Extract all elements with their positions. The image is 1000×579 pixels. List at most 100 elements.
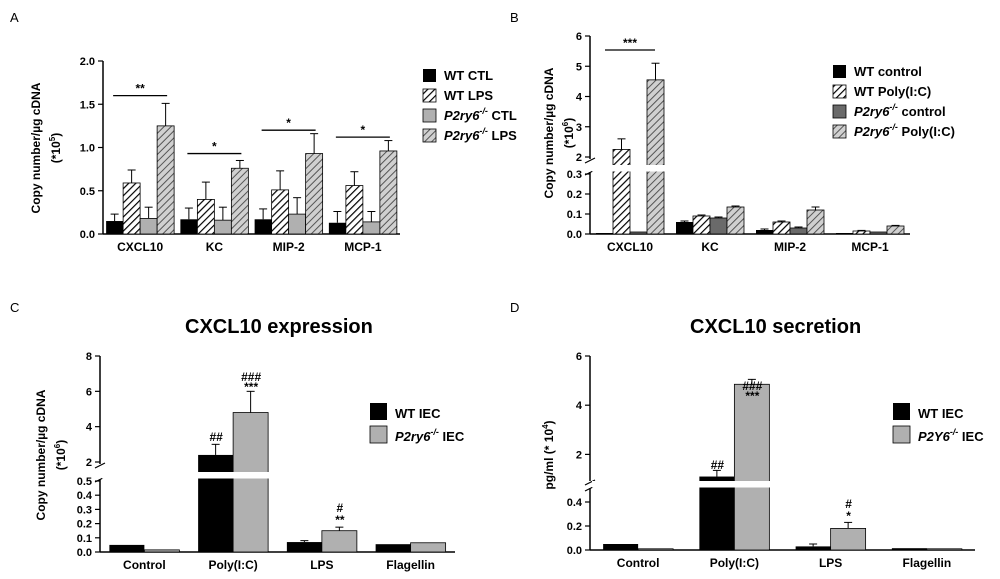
y-tick-label: 0.3	[567, 169, 582, 181]
bar	[726, 206, 745, 235]
bar	[772, 221, 791, 235]
panel-label-a: A	[10, 10, 19, 25]
bar	[836, 233, 853, 234]
y-axis-unit-c: (*106)	[53, 440, 68, 470]
significance-marker: **	[135, 82, 145, 96]
bar	[699, 476, 735, 550]
y-tick-label: 0.4	[77, 490, 93, 502]
significance-marker: #	[845, 497, 852, 511]
bar	[230, 167, 249, 235]
legend-swatch	[833, 65, 846, 78]
y-tick-label: 0.1	[567, 209, 582, 221]
x-tick-label: Flagellin	[903, 556, 952, 570]
legend-swatch	[893, 403, 910, 420]
legend-swatch	[422, 128, 437, 143]
y-tick-label: 0.4	[567, 497, 583, 509]
legend-label: P2ry6-/- LPS	[444, 126, 517, 143]
legend-label: P2ry6-/- CTL	[444, 106, 517, 123]
y-tick-label: 0.0	[567, 229, 582, 241]
legend-swatch	[832, 124, 847, 139]
bar	[328, 222, 346, 234]
panel-label-c: C	[10, 300, 19, 315]
y-tick-label: 0.5	[77, 476, 92, 488]
bar	[756, 230, 773, 234]
legend-swatch	[423, 69, 436, 82]
panel-label-d: D	[510, 300, 519, 315]
x-tick-label: MCP-1	[851, 240, 889, 254]
significance-marker: ***	[623, 36, 637, 50]
significance-marker: ***	[745, 389, 759, 403]
x-tick-label: MIP-2	[774, 240, 806, 254]
chart-title-c: CXCL10 expression	[185, 316, 373, 338]
significance-marker: *	[361, 123, 366, 137]
y-tick-label: 0.0	[77, 547, 92, 559]
legend-label: P2ry6-/- Poly(I:C)	[854, 122, 955, 139]
y-tick-label: 2.0	[80, 56, 95, 68]
y-tick-label: 4	[576, 400, 583, 412]
bar	[830, 528, 867, 551]
y-axis-unit-b: (*106)	[561, 118, 576, 148]
axis-break-gap	[592, 481, 977, 487]
significance-marker: ###	[742, 379, 762, 393]
y-tick-label: 2	[86, 457, 92, 469]
x-tick-label: Poly(I:C)	[710, 556, 759, 570]
bar	[375, 544, 411, 552]
y-tick-label: 6	[576, 31, 582, 43]
bar	[345, 185, 364, 235]
bar	[733, 383, 770, 551]
significance-marker: *	[846, 509, 851, 523]
legend-label: P2Y6-/- IEC	[918, 427, 984, 444]
legend-label: WT IEC	[395, 406, 441, 421]
bar	[869, 231, 888, 235]
legend-swatch	[892, 425, 911, 444]
x-tick-label: CXCL10	[117, 240, 163, 254]
bar	[926, 548, 963, 551]
significance-marker: ##	[209, 430, 223, 444]
y-axis-label-a: Copy number/µg cDNA	[29, 82, 43, 213]
y-tick-label: 2	[576, 152, 582, 164]
bar	[362, 221, 381, 235]
y-axis-label-c: Copy number/µg cDNA	[34, 389, 48, 520]
significance-marker: ##	[711, 458, 725, 472]
bar	[637, 548, 674, 551]
bar	[156, 125, 175, 235]
axis-break-gap	[592, 165, 912, 171]
significance-marker: *	[212, 140, 217, 154]
significance-marker: *	[286, 116, 291, 130]
bar	[852, 230, 871, 235]
bar	[213, 219, 232, 235]
x-tick-label: KC	[206, 240, 224, 254]
legend-swatch	[832, 104, 847, 119]
y-axis-unit-a: (*105)	[48, 133, 63, 163]
y-tick-label: 6	[576, 351, 582, 363]
y-axis-label-d: pg/ml (* 104)	[541, 420, 556, 489]
y-tick-label: 0.5	[80, 186, 95, 198]
x-tick-label: Flagellin	[386, 558, 435, 572]
y-tick-label: 3	[576, 122, 582, 134]
bar	[232, 412, 269, 553]
significance-marker: ###	[241, 370, 261, 384]
legend-label: P2ry6-/- control	[854, 102, 946, 119]
x-tick-label: Control	[617, 556, 660, 570]
bar	[789, 227, 808, 235]
y-tick-label: 4	[576, 92, 583, 104]
y-tick-label: 5	[576, 61, 582, 73]
panel-label-b: B	[510, 10, 519, 25]
bar	[886, 225, 905, 235]
bar	[692, 215, 711, 235]
bar	[709, 217, 728, 235]
y-tick-label: 0.0	[80, 229, 95, 241]
bar	[379, 150, 398, 235]
x-tick-label: MCP-1	[344, 240, 382, 254]
axis-break-gap	[102, 472, 457, 478]
y-tick-label: 6	[86, 386, 92, 398]
legend-label: WT CTL	[444, 68, 493, 83]
bar	[321, 530, 358, 553]
y-axis-label-b: Copy number/µg cDNA	[542, 67, 556, 198]
bar	[646, 79, 665, 235]
bar	[806, 209, 825, 235]
bar	[676, 222, 693, 234]
x-tick-label: KC	[701, 240, 719, 254]
legend-label: WT control	[854, 64, 922, 79]
